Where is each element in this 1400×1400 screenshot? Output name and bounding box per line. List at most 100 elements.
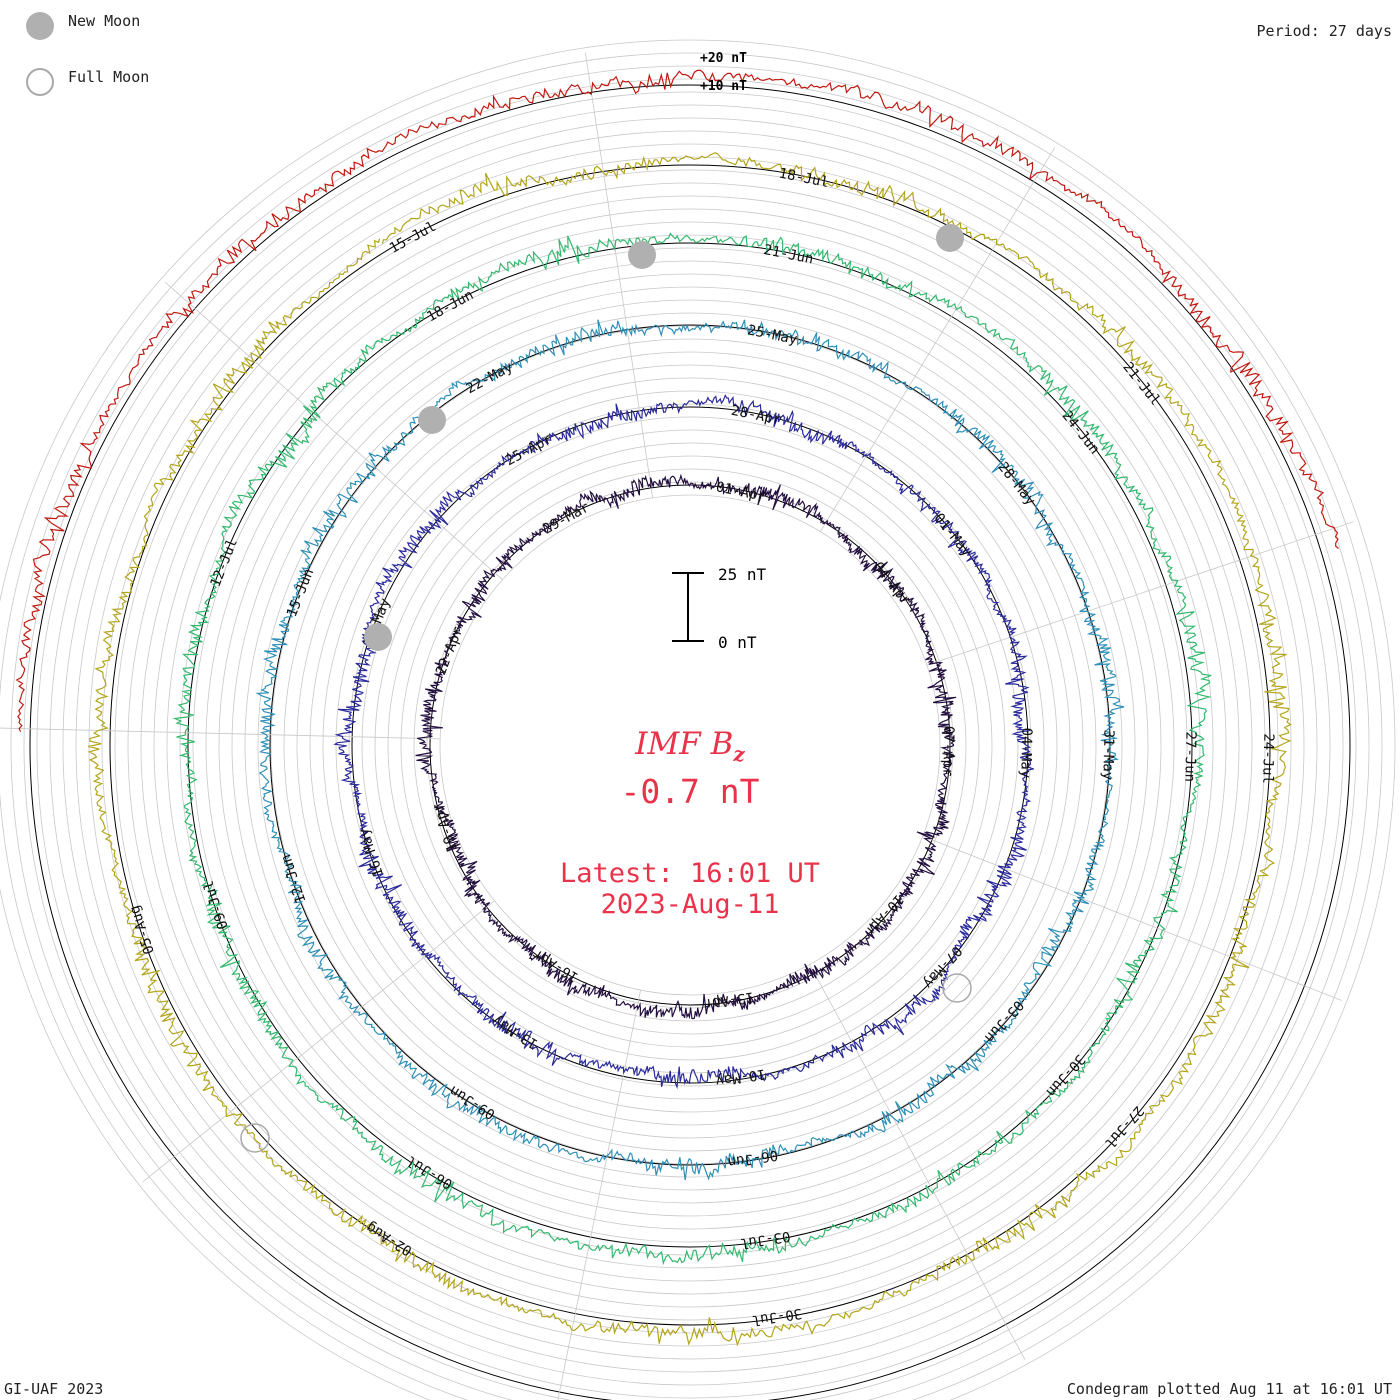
grid-spoke [809, 964, 1026, 1360]
ring-label: +10 nT [700, 79, 747, 94]
latest-date: 2023-Aug-11 [600, 889, 780, 920]
full-moon-icon [26, 68, 54, 96]
grid-ring [257, 312, 1123, 1178]
date-label: 15-Jun [284, 566, 317, 619]
grid-ring [231, 286, 1149, 1204]
grid-ring [244, 299, 1136, 1191]
series-line-0 [415, 473, 957, 1020]
grid-ring [153, 208, 1227, 1282]
grid-ring [0, 39, 1396, 1400]
latest-time: Latest: 16:01 UT [559, 858, 821, 889]
full-moon-marker [942, 973, 972, 1003]
grid-ring [413, 468, 967, 1022]
legend-new-moon: New Moon [26, 12, 140, 40]
zero-ring [109, 164, 1271, 1326]
series-line-1 [333, 393, 1034, 1090]
grid-ring [283, 338, 1097, 1152]
date-label: 16-Apr [530, 945, 582, 985]
grid-spoke [819, 147, 1056, 532]
grid-ring [62, 117, 1318, 1373]
grid-ring [270, 325, 1110, 1165]
date-label: 07-Apr [939, 726, 956, 777]
grid-ring [400, 455, 980, 1035]
series-line-5 [15, 69, 1339, 732]
date-label: 30-Jul [751, 1305, 803, 1328]
scale-bar: 25 nT 0 nT [672, 565, 767, 652]
grid-ring [374, 429, 1006, 1061]
scale-bar-bottom-label: 0 nT [718, 633, 757, 652]
grid-spoke [0, 727, 441, 740]
date-label: 15-Jul [387, 219, 439, 257]
ring-label: +20 nT [700, 51, 747, 66]
grid-ring [192, 247, 1188, 1243]
new-moon-icon [26, 12, 54, 40]
date-label: 01-May [930, 510, 974, 560]
date-label: 18-Jun [424, 287, 476, 325]
grid-ring [0, 52, 1383, 1400]
grid-ring [114, 169, 1266, 1321]
scale-bar-top-label: 25 nT [718, 565, 767, 584]
grid-spoke [557, 989, 641, 1400]
chart-title-subscript: z [733, 742, 745, 767]
zero-ring [351, 406, 1029, 1084]
grid-ring [166, 221, 1214, 1269]
grid-rings [0, 39, 1396, 1400]
date-label: 12-Jun [278, 852, 309, 905]
grid-ring [88, 143, 1292, 1347]
date-label: 10-May [714, 1065, 766, 1088]
moon-markers [240, 224, 972, 1153]
date-label: 21-Jun [762, 242, 815, 268]
date-label: 13-Apr [703, 988, 755, 1011]
chart-title: IMF Bz [490, 726, 890, 766]
grid-ring [205, 260, 1175, 1230]
grid-ring [49, 104, 1331, 1386]
chart-title-main: IMF B [635, 726, 734, 762]
date-label: 12-Jul [208, 536, 241, 589]
grid-ring [309, 364, 1071, 1126]
zero-ring [269, 324, 1111, 1166]
series-line-2 [255, 319, 1125, 1181]
grid-ring [23, 78, 1357, 1400]
date-label: 19-Apr [430, 801, 461, 854]
grid-ring [36, 91, 1344, 1399]
full-moon-marker [240, 1123, 270, 1153]
grid-spoke [584, 52, 654, 498]
grid-ring [218, 273, 1162, 1217]
series-line-3 [172, 232, 1212, 1266]
credit-label: GI-UAF 2023 [4, 1380, 104, 1398]
date-label: 06-Jun [727, 1147, 779, 1170]
grid-ring [10, 65, 1370, 1400]
grid-spoke [922, 835, 1342, 1001]
grid-spoke [142, 900, 495, 1182]
date-label: 18-Jul [777, 165, 830, 191]
latest-timestamp: Latest: 16:01 UT 2023-Aug-11 [490, 858, 890, 920]
date-label: 04-Apr [870, 559, 914, 609]
date-label: 01-Apr [714, 479, 767, 505]
grid-ring [387, 442, 993, 1048]
grid-ring [127, 182, 1253, 1308]
date-label: 16-May [356, 826, 387, 879]
plotted-label: Condegram plotted Aug 11 at 16:01 UT [1066, 1380, 1392, 1398]
date-label: 03-Jul [739, 1228, 791, 1251]
grid-spoke [926, 521, 1354, 666]
grid-ring [140, 195, 1240, 1295]
new-moon-marker [628, 241, 656, 269]
new-moon-marker [418, 406, 446, 434]
date-label: 31-May [1099, 729, 1116, 780]
date-label: 28-Apr [730, 403, 783, 429]
grid-spoke [164, 281, 503, 580]
grid-ring [296, 351, 1084, 1139]
zero-ring [187, 242, 1193, 1248]
new-moon-marker [936, 224, 964, 252]
zero-ring [29, 84, 1351, 1400]
current-value: -0.7 nT [620, 772, 760, 811]
date-label: 27-Jun [1181, 731, 1198, 782]
date-label: 04-May [1017, 727, 1034, 778]
date-label: 24-Jul [1259, 733, 1276, 784]
period-label: Period: 27 days [1256, 22, 1392, 40]
grid-ring [348, 403, 1032, 1087]
grid-ring [439, 494, 941, 996]
date-label: 02-Aug [364, 1219, 416, 1259]
grid-ring [322, 377, 1058, 1113]
